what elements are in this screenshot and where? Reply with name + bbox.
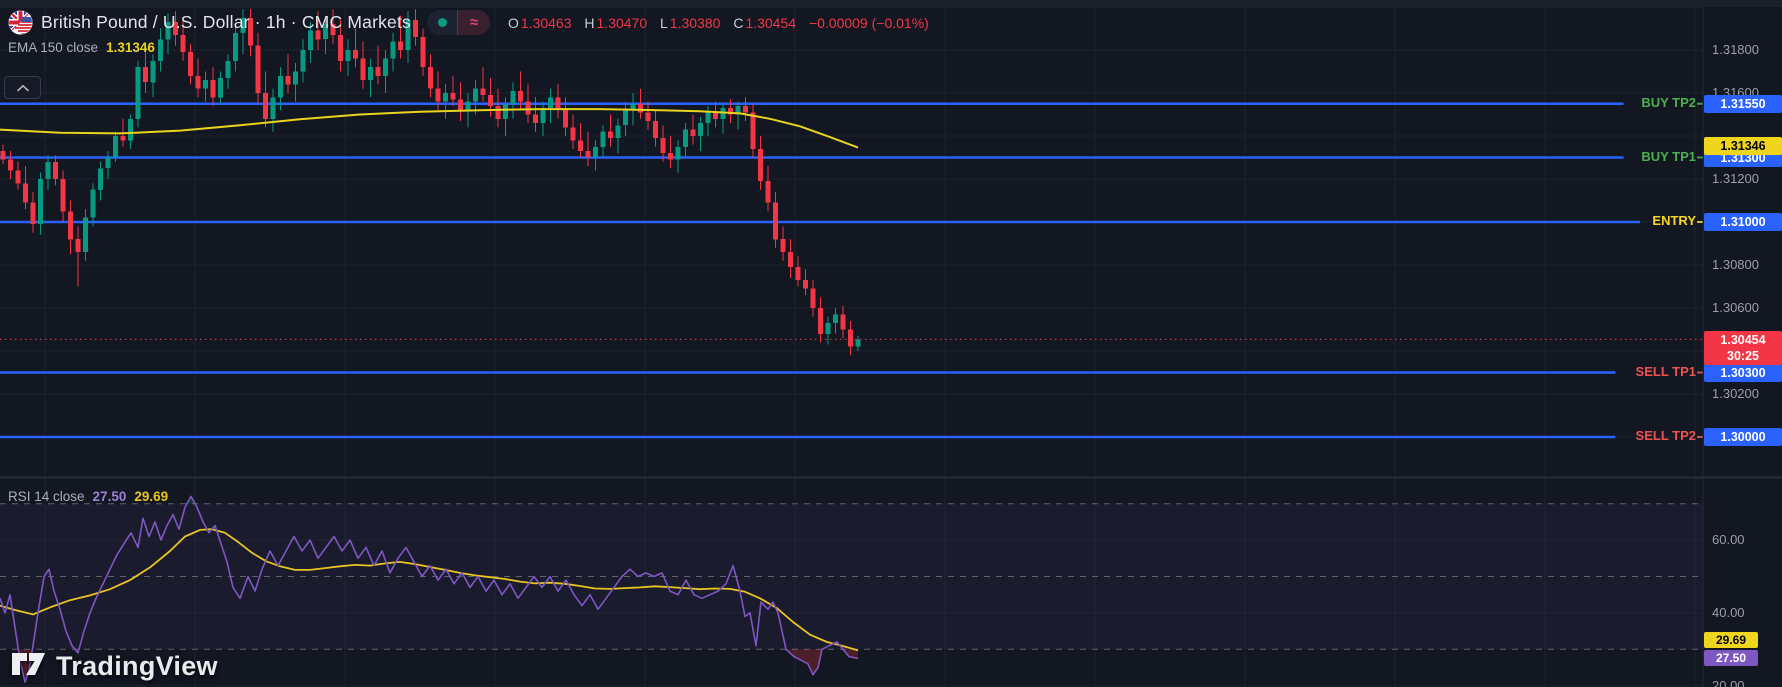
price-axis-tick: 1.31200 [1712,171,1759,186]
price-axis-tick: 1.30200 [1712,386,1759,401]
symbol-title[interactable]: British Pound / U.S. Dollar · 1h · CMC M… [41,12,411,32]
open-value: 1.30463 [520,14,572,31]
ema-indicator-legend[interactable]: EMA 150 close 1.31346 [8,40,155,55]
rsi-indicator-legend[interactable]: RSI 14 close 27.50 29.69 [8,489,168,504]
ema-label: EMA 150 close [8,40,99,55]
low-label: L [660,14,668,31]
tradingview-mark-icon [10,650,47,683]
level-label-sell-tp1[interactable]: SELL TP1 [1635,363,1696,379]
delayed-data-icon: ≈ [457,10,490,35]
rsi-axis-tick: 40.00 [1712,604,1745,620]
last-price-value: 1.30454 [1720,332,1766,347]
level-label-entry[interactable]: ENTRY [1652,213,1696,228]
gbpusd-pair-flag-icon [8,10,33,35]
ohlc-values: O 1.30463 H 1.30470 L 1.30380 C 1.30454 −0.0… [508,15,929,31]
market-open-icon [427,10,457,35]
high-label: H [584,14,595,31]
last-price-box: 1.30454 30:25 [1704,330,1782,365]
price-axis-tick: 1.31800 [1712,42,1759,57]
level-label-buy-tp2[interactable]: BUY TP2 [1641,94,1696,110]
bar-countdown: 30:25 [1727,348,1759,363]
open-label: O [508,14,519,31]
level-price-box-buy-tp2: 1.31550 [1704,94,1782,113]
tradingview-logo-text: TradingView [56,651,218,681]
tradingview-logo[interactable]: TradingView [10,650,218,683]
symbol-header: British Pound / U.S. Dollar · 1h · CMC M… [8,10,929,35]
level-label-buy-tp1[interactable]: BUY TP1 [1641,148,1696,164]
level-price-box-sell-tp1: 1.30300 [1704,363,1782,382]
rsi-value-box: 27.50 [1704,650,1758,667]
rsi-axis-tick: 20.00 [1712,677,1745,687]
pane-collapse-button[interactable] [4,76,41,99]
market-status-button[interactable]: ≈ [427,10,490,35]
high-value: 1.30470 [596,14,648,31]
rsi-value: 27.50 [92,489,127,504]
change-value: −0.00009 (−0.01%) [808,14,929,31]
rsi-ma-value: 29.69 [134,489,169,504]
chevron-up-icon [16,84,29,91]
close-value: 1.30454 [745,14,797,31]
rsi-ma-value-box: 29.69 [1704,632,1758,649]
ema-value: 1.31346 [106,40,155,55]
rsi-label: RSI 14 close [8,489,85,504]
ema-price-box: 1.31346 [1704,136,1782,155]
level-price-box-sell-tp2: 1.30000 [1704,428,1782,446]
low-value: 1.30380 [669,14,721,31]
level-label-sell-tp2[interactable]: SELL TP2 [1635,428,1696,443]
rsi-axis-tick: 60.00 [1712,532,1745,548]
price-axis-tick: 1.30600 [1712,300,1759,315]
close-label: C [733,14,744,31]
level-price-box-entry: 1.31000 [1704,213,1782,231]
price-axis-tick: 1.30800 [1712,257,1759,272]
